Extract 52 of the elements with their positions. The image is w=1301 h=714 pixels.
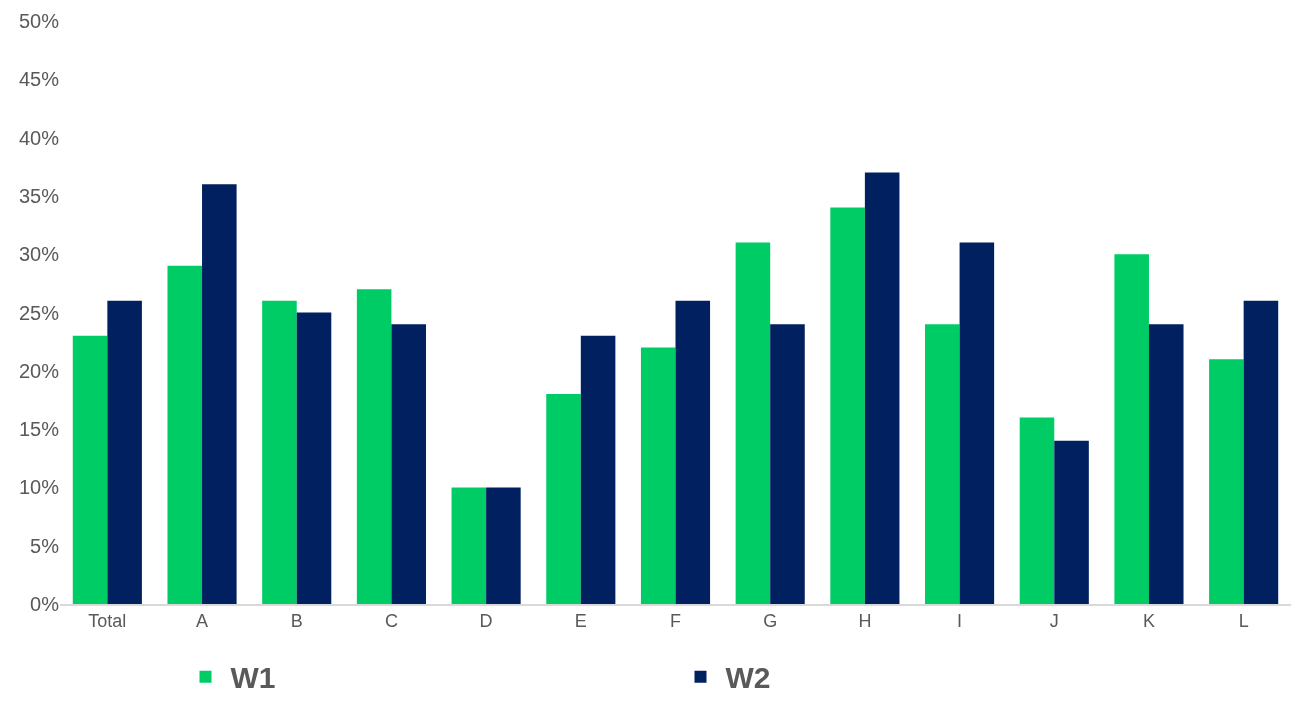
y-tick-label: 15%	[18, 418, 60, 441]
x-tick-label: K	[1142, 611, 1155, 632]
legend-label: W2	[725, 661, 771, 695]
x-tick-label: E	[574, 611, 587, 632]
x-tick-label: L	[1238, 611, 1249, 632]
x-tick-label: I	[957, 611, 963, 632]
bar	[72, 335, 108, 604]
y-tick-label: 50%	[18, 10, 60, 32]
bar	[580, 335, 616, 604]
bar	[262, 300, 297, 604]
y-tick-label: 5%	[30, 534, 60, 557]
y-tick-label: 10%	[18, 476, 60, 499]
x-tick-label: F	[670, 611, 681, 632]
x-tick-label: B	[290, 611, 303, 632]
bar	[1114, 254, 1149, 604]
bar	[959, 242, 995, 604]
x-tick-label: A	[196, 611, 209, 632]
bar	[546, 394, 581, 604]
legend-label: W1	[230, 661, 276, 695]
y-tick-label: 30%	[18, 243, 60, 266]
x-tick-label: C	[384, 611, 398, 632]
bar	[770, 324, 805, 604]
y-tick-label: 25%	[18, 301, 60, 324]
y-tick-label: 40%	[18, 126, 60, 149]
y-tick-label: 35%	[18, 184, 60, 207]
bar	[640, 347, 676, 604]
x-tick-label: J	[1049, 611, 1059, 632]
bar	[1243, 300, 1279, 604]
y-tick-label: 45%	[18, 68, 60, 91]
bar	[864, 172, 900, 604]
bar	[675, 300, 711, 604]
x-tick-label: G	[763, 611, 778, 632]
bar	[107, 300, 142, 604]
x-tick-label: H	[858, 611, 872, 632]
bar	[451, 487, 487, 604]
bar	[735, 242, 771, 604]
bar	[1019, 417, 1055, 604]
bar	[202, 184, 237, 604]
y-tick-label: 0%	[30, 593, 60, 615]
x-tick-label: Total	[88, 611, 127, 632]
bar	[486, 487, 521, 604]
bar	[356, 289, 392, 604]
bar	[830, 207, 865, 604]
bar	[1209, 359, 1244, 604]
y-tick-label: 20%	[18, 359, 60, 382]
bar	[296, 312, 332, 604]
x-tick-label: D	[479, 611, 493, 632]
bar	[925, 324, 960, 604]
bar	[1148, 324, 1184, 604]
bar	[1054, 440, 1089, 604]
bar	[391, 324, 426, 604]
bar	[167, 265, 203, 604]
